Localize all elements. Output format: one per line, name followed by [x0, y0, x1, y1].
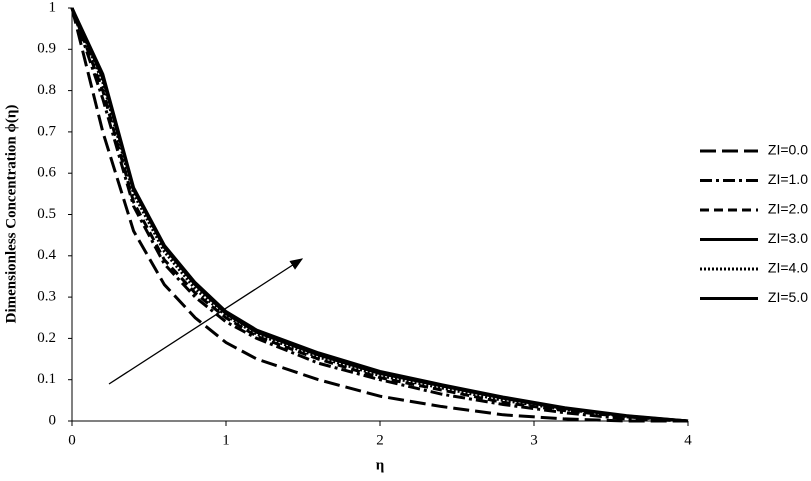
legend-label: ZI=5.0	[768, 289, 808, 305]
y-tick-label: 0.1	[37, 371, 56, 387]
series-line	[70, 7, 689, 423]
series-line	[70, 7, 689, 423]
x-tick-label: 0	[68, 432, 76, 448]
y-tick-label: 0.8	[37, 82, 56, 98]
legend-label: ZI=2.0	[768, 201, 808, 217]
trend-arrow	[108, 258, 304, 385]
series-line	[70, 7, 689, 423]
legend-label: ZI=3.0	[768, 230, 808, 246]
x-axis-title: η	[376, 457, 385, 473]
series-line	[70, 7, 689, 423]
y-tick-label: 0	[49, 412, 57, 428]
y-tick-label: 1	[49, 0, 57, 15]
legend-label: ZI=0.0	[768, 142, 808, 158]
x-tick-label: 1	[222, 432, 230, 448]
legend-label: ZI=1.0	[768, 171, 808, 187]
y-tick-label: 0.6	[37, 165, 56, 181]
series-line	[70, 7, 689, 423]
y-tick-label: 0.3	[37, 289, 56, 305]
y-tick-label: 0.9	[37, 41, 56, 57]
y-tick-label: 0.7	[37, 123, 56, 139]
y-tick-label: 0.2	[37, 330, 56, 346]
x-tick-label: 4	[684, 432, 692, 448]
series-line	[70, 7, 688, 423]
y-axis-title: Dimensionless Concentration ϕ(η)	[3, 105, 19, 324]
y-tick-label: 0.4	[37, 247, 56, 263]
legend-label: ZI=4.0	[768, 260, 808, 276]
y-tick-label: 0.5	[37, 206, 56, 222]
x-tick-label: 2	[376, 432, 384, 448]
x-tick-label: 3	[530, 432, 538, 448]
